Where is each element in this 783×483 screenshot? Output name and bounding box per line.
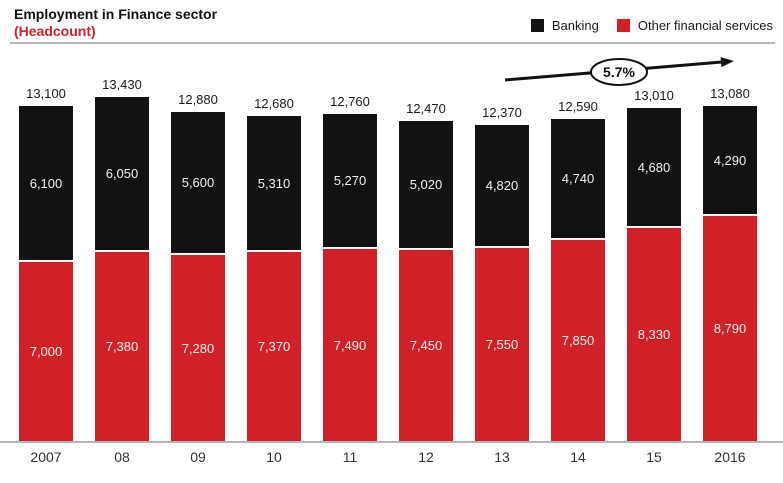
bars-container: 13,100 6,100 7,000 13,430 6,050 7,380 12,880 5,… [19,78,757,441]
banking-segment: 4,740 [551,119,605,240]
banking-value-label: 5,600 [181,175,215,190]
total-label: 12,760 [330,94,370,109]
banking-segment: 5,310 [247,116,301,252]
other-services-value-label: 7,370 [257,339,291,354]
bar-group-12: 12,470 5,020 7,450 [399,102,453,441]
banking-value-label: 4,290 [713,152,747,168]
other-services-value-label: 7,850 [561,333,595,348]
other-services-segment: 7,490 [323,249,377,441]
x-axis-label-14: 14 [570,449,586,465]
x-axis-label-2007: 2007 [30,449,62,465]
total-label: 13,080 [710,86,750,101]
other-services-segment: 7,550 [475,248,529,441]
other-services-segment: 8,790 [703,216,757,441]
banking-segment: 5,600 [171,112,225,255]
other-services-segment: 7,280 [171,255,225,441]
x-axis-label-09: 09 [190,449,206,465]
other-services-segment: 7,450 [399,250,453,441]
other-services-value-label: 7,550 [485,337,519,352]
banking-segment: 5,020 [399,121,453,250]
banking-value-label: 6,100 [29,175,63,191]
banking-swatch-icon [530,19,544,32]
other-services-value-label: 7,450 [409,338,443,353]
other-services-value-label: 7,380 [105,339,139,354]
plot-area: 13,100 6,100 7,000 13,430 6,050 7,380 12,880 5,… [0,56,783,443]
bar-group-2007: 13,100 6,100 7,000 [19,87,73,441]
bar-group-10: 12,680 5,310 7,370 [247,97,301,441]
x-axis-label-08: 08 [114,449,130,465]
banking-value-label: 6,050 [105,166,139,181]
banking-value-label: 4,820 [485,178,519,193]
x-axis-label-13: 13 [494,449,510,465]
legend: Banking Other financial services [530,18,773,33]
other-services-segment: 7,380 [95,252,149,441]
other-services-segment: 7,850 [551,240,605,441]
banking-segment: 5,270 [323,114,377,249]
banking-value-label: 4,740 [561,171,595,186]
bar-group-09: 12,880 5,600 7,280 [171,93,225,441]
header-divider [10,42,775,44]
other-services-segment: 8,330 [627,228,681,441]
x-axis-label-2016: 2016 [714,449,746,465]
total-label: 12,590 [558,99,598,114]
other-services-swatch-icon [616,19,630,32]
total-label: 12,470 [406,101,446,116]
other-services-value-label: 8,790 [713,321,747,336]
banking-value-label: 5,310 [257,175,291,191]
x-axis-labels: 2007 08 09 10 11 12 13 14 15 2016 [19,449,757,465]
legend-item-banking: Banking [530,18,599,33]
total-label: 13,010 [634,88,674,103]
bar-group-08: 13,430 6,050 7,380 [95,78,149,441]
x-axis-label-12: 12 [418,449,434,465]
total-label: 13,430 [102,77,142,92]
x-axis-label-11: 11 [342,449,358,465]
other-services-value-label: 8,330 [637,327,671,342]
chart-header: Employment in Finance sector (Headcount) [14,6,775,40]
banking-segment: 6,050 [95,97,149,252]
banking-value-label: 5,270 [333,173,367,188]
x-axis-label-15: 15 [646,449,662,465]
bar-group-13: 12,370 4,820 7,550 [475,106,529,441]
legend-label-banking: Banking [551,18,599,33]
x-axis-label-10: 10 [266,449,282,465]
other-services-segment: 7,000 [19,262,73,441]
legend-label-other: Other financial services [637,18,773,33]
other-services-value-label: 7,280 [181,340,215,356]
banking-value-label: 5,020 [409,177,443,192]
other-services-segment: 7,370 [247,252,301,441]
legend-item-other: Other financial services [616,18,773,33]
banking-segment: 4,820 [475,125,529,248]
bar-group-14: 12,590 4,740 7,850 [551,100,605,441]
total-label: 12,880 [178,92,218,107]
banking-segment: 4,680 [627,108,681,228]
other-services-value-label: 7,490 [333,337,367,353]
chart-title: Employment in Finance sector [14,6,218,22]
total-label: 12,680 [254,96,294,111]
banking-segment: 4,290 [703,106,757,216]
bar-group-15: 13,010 4,680 8,330 [627,89,681,441]
bar-group-11: 12,760 5,270 7,490 [323,95,377,441]
chart-subtitle: (Headcount) [14,23,96,39]
total-label: 13,100 [26,86,66,101]
banking-value-label: 4,680 [637,159,671,175]
banking-segment: 6,100 [19,106,73,262]
total-label: 12,370 [482,105,522,120]
other-services-value-label: 7,000 [29,344,63,359]
bar-group-2016: 13,080 4,290 8,790 [703,87,757,441]
